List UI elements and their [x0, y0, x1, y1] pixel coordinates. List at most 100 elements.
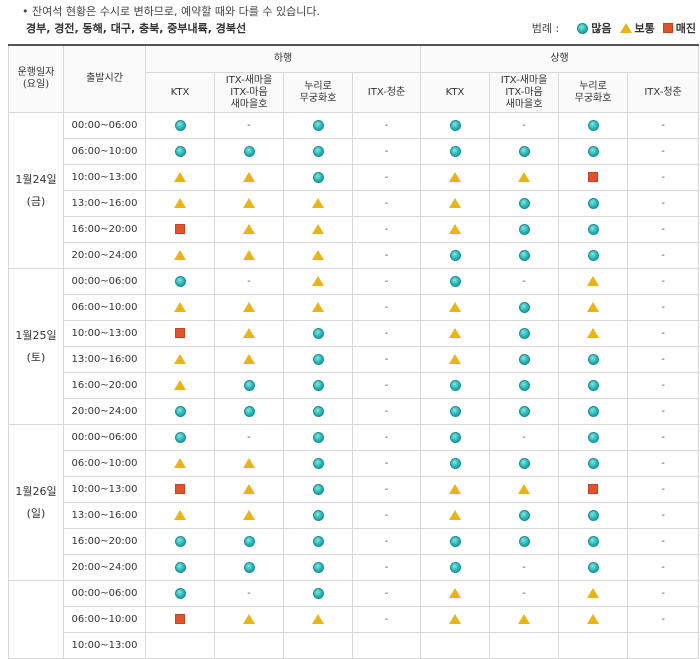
time-cell: 16:00~20:00 — [63, 216, 146, 243]
availability-cell — [214, 450, 284, 477]
notice-text: • 잔여석 현황은 수시로 변하므로, 예약할 때와 다를 수 있습니다. — [22, 3, 320, 19]
availability-cell — [627, 632, 700, 659]
date-cell: 1월26일 (일) — [8, 424, 64, 581]
circle-icon — [312, 587, 324, 599]
availability-cell — [145, 424, 215, 451]
circle-icon — [518, 457, 530, 469]
availability-cell — [420, 216, 491, 243]
triangle-icon — [174, 250, 186, 260]
no-service-cell: - — [351, 372, 422, 399]
availability-cell — [145, 346, 215, 373]
availability-cell — [420, 450, 491, 477]
no-service-cell: - — [627, 138, 700, 165]
table-row: 10:00~13:00 — [9, 632, 700, 659]
availability-cell — [145, 632, 215, 659]
availability-cell — [283, 450, 353, 477]
triangle-icon — [243, 250, 255, 260]
availability-cell — [489, 138, 560, 165]
triangle-icon — [518, 172, 531, 182]
time-cell: 06:00~10:00 — [63, 294, 146, 321]
table-row: 10:00~13:00 - - — [9, 164, 700, 191]
time-cell: 10:00~13:00 — [63, 632, 146, 659]
availability-cell — [145, 528, 215, 555]
circle-icon — [587, 405, 599, 417]
availability-cell — [558, 216, 629, 243]
legend: 범례 : 많음 보통 매진 — [532, 20, 696, 36]
availability-cell — [145, 554, 215, 581]
triangle-icon — [243, 510, 255, 520]
header-date: 운행일자 (요일) — [8, 44, 64, 113]
no-service-cell: - — [351, 190, 422, 217]
table-row: 13:00~16:00 - - — [9, 502, 700, 529]
no-service-cell: - — [627, 502, 700, 529]
time-cell: 00:00~06:00 — [63, 424, 146, 451]
circle-icon — [577, 22, 589, 34]
route-list: 경부, 경전, 동해, 대구, 충북, 중부내륙, 경북선 — [26, 22, 247, 35]
triangle-icon — [243, 302, 255, 312]
circle-icon — [243, 535, 255, 547]
circle-icon — [587, 249, 599, 261]
triangle-icon — [587, 328, 600, 338]
availability-cell — [420, 294, 491, 321]
availability-cell — [214, 242, 284, 269]
availability-cell — [214, 294, 284, 321]
header-upbound: 상행 — [420, 44, 700, 73]
triangle-icon — [243, 354, 255, 364]
time-cell: 16:00~20:00 — [63, 372, 146, 399]
square-icon — [175, 614, 185, 624]
circle-icon — [587, 561, 599, 573]
table-row: 13:00~16:00 - - — [9, 346, 700, 373]
availability-cell — [145, 398, 215, 425]
no-service-cell: - — [627, 372, 700, 399]
triangle-icon — [312, 250, 324, 260]
availability-cell — [420, 164, 491, 191]
circle-icon — [518, 509, 530, 521]
table-row: 20:00~24:00 - - — [9, 242, 700, 269]
time-cell: 20:00~24:00 — [63, 554, 146, 581]
availability-cell — [558, 320, 629, 347]
triangle-icon — [619, 23, 632, 33]
square-icon — [662, 23, 673, 33]
circle-icon — [243, 379, 255, 391]
circle-icon — [449, 561, 461, 573]
availability-cell — [489, 398, 560, 425]
circle-icon — [449, 119, 461, 131]
circle-icon — [174, 145, 186, 157]
time-cell: 10:00~13:00 — [63, 320, 146, 347]
availability-cell — [145, 138, 215, 165]
availability-cell — [214, 164, 284, 191]
circle-icon — [518, 223, 530, 235]
triangle-icon — [174, 354, 186, 364]
triangle-icon — [449, 224, 462, 234]
availability-cell — [489, 242, 560, 269]
availability-cell — [214, 554, 284, 581]
availability-cell — [420, 268, 491, 295]
triangle-icon — [243, 172, 255, 182]
no-service-cell: - — [489, 580, 560, 607]
triangle-icon — [449, 302, 462, 312]
availability-cell — [214, 346, 284, 373]
availability-cell — [489, 294, 560, 321]
circle-icon — [587, 379, 599, 391]
no-service-cell: - — [351, 242, 422, 269]
no-service-cell: - — [351, 502, 422, 529]
availability-cell — [558, 346, 629, 373]
availability-cell — [558, 554, 629, 581]
availability-cell — [558, 398, 629, 425]
circle-icon — [312, 483, 324, 495]
table-body: 1월24일 (금) 00:00~06:00- - - -06:00~10:00- -10:… — [8, 112, 700, 659]
no-service-cell: - — [214, 112, 284, 139]
availability-cell — [420, 190, 491, 217]
availability-cell — [145, 372, 215, 399]
circle-icon — [518, 301, 530, 313]
no-service-cell: - — [627, 528, 700, 555]
availability-cell — [489, 372, 560, 399]
header-downbound: 하행 — [144, 44, 422, 73]
availability-cell — [558, 112, 629, 139]
no-service-cell: - — [627, 450, 700, 477]
triangle-icon — [518, 484, 531, 494]
availability-cell — [283, 294, 353, 321]
header-train: KTX — [145, 72, 215, 113]
no-service-cell: - — [627, 190, 700, 217]
availability-cell — [489, 450, 560, 477]
